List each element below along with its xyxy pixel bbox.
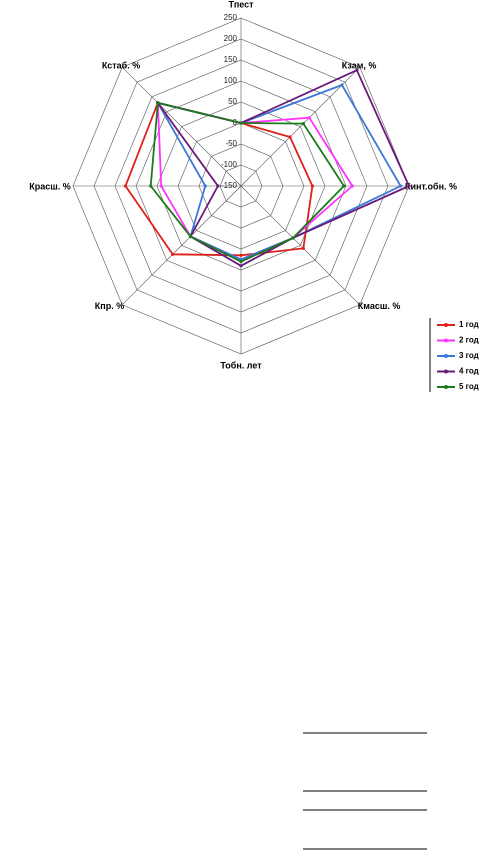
point <box>239 260 243 264</box>
point <box>342 184 346 188</box>
axis-label: Тобн. лет <box>220 360 262 370</box>
point <box>188 234 193 239</box>
point <box>350 184 354 188</box>
tick-label: 100 <box>224 76 238 85</box>
legend-label: 3 год <box>459 351 479 360</box>
point <box>159 184 163 188</box>
legend-label: 4 год <box>459 367 479 376</box>
blank-lines <box>303 732 427 850</box>
point <box>288 135 292 139</box>
legend: 1 год 2 год 3 год 4 год 5 год <box>429 318 479 392</box>
point <box>239 253 243 257</box>
spoke <box>121 185 242 306</box>
legend-dot <box>444 338 448 343</box>
spoke <box>240 66 361 187</box>
point <box>301 122 305 126</box>
point <box>399 184 403 188</box>
tick-label: -100 <box>221 160 238 169</box>
tick-label: 200 <box>224 34 238 43</box>
tick-label: 250 <box>224 13 238 22</box>
point <box>171 252 175 256</box>
tick-label: -50 <box>225 139 237 148</box>
spoke <box>121 66 242 187</box>
point <box>340 83 344 87</box>
tick-label: 0 <box>233 118 238 127</box>
legend-label: 2 год <box>459 336 479 345</box>
axis-label: Кстаб. % <box>102 61 140 71</box>
legend-dot <box>444 323 448 327</box>
point <box>291 236 295 240</box>
legend-dot <box>444 369 448 374</box>
point <box>203 184 207 188</box>
point <box>407 184 411 188</box>
point <box>156 101 160 105</box>
point <box>307 116 311 120</box>
axis-label: Кмасш. % <box>358 301 401 311</box>
axis-label: Кзам, % <box>342 61 377 71</box>
axis-label: Кинт.обн. % <box>405 181 457 191</box>
point <box>239 121 243 125</box>
tick-label: 150 <box>224 55 238 64</box>
tick-label: -150 <box>221 181 238 190</box>
tick-label: 50 <box>228 97 237 106</box>
point <box>310 184 314 188</box>
spoke <box>240 185 361 306</box>
point <box>216 184 220 188</box>
axis-label: Красш. % <box>29 181 71 191</box>
series-line <box>124 101 314 257</box>
axis-label: Кпр. % <box>95 301 124 311</box>
point <box>239 264 243 268</box>
legend-dot <box>444 354 448 358</box>
legend-dot <box>444 385 448 389</box>
point <box>149 184 153 188</box>
point <box>355 68 359 72</box>
point <box>123 184 128 188</box>
legend-label: 1 год <box>459 320 479 329</box>
point <box>301 246 305 250</box>
legend-label: 5 год <box>459 382 479 391</box>
axis-label: Тпест <box>228 0 254 9</box>
